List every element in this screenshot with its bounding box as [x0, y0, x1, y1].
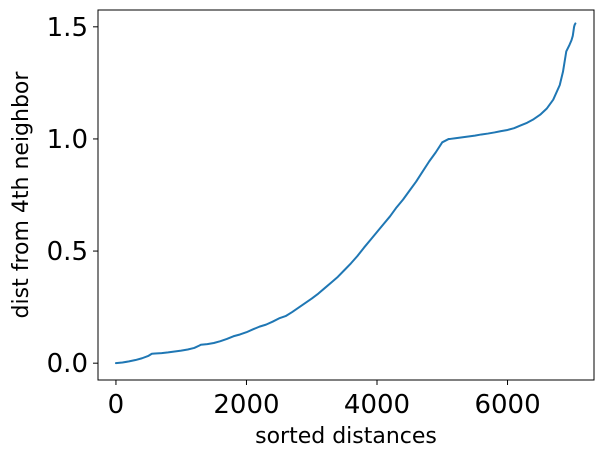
- y-axis-label: dist from 4th neighbor: [9, 71, 34, 319]
- y-tick-label: 0.0: [47, 349, 88, 379]
- x-tick-label: 6000: [474, 390, 540, 420]
- y-tick-label: 1.0: [47, 125, 88, 155]
- y-axis-ticks: 0.0 0.5 1.0 1.5: [47, 13, 98, 379]
- x-tick-label: 0: [108, 390, 125, 420]
- x-axis-label: sorted distances: [255, 424, 437, 449]
- y-tick-label: 0.5: [47, 237, 88, 267]
- x-tick-label: 4000: [344, 390, 410, 420]
- y-tick-label: 1.5: [47, 13, 88, 43]
- plot-area: [97, 9, 595, 381]
- x-tick-label: 2000: [213, 390, 279, 420]
- x-axis-ticks: 0 2000 4000 6000: [108, 380, 541, 420]
- series-line: [114, 22, 577, 365]
